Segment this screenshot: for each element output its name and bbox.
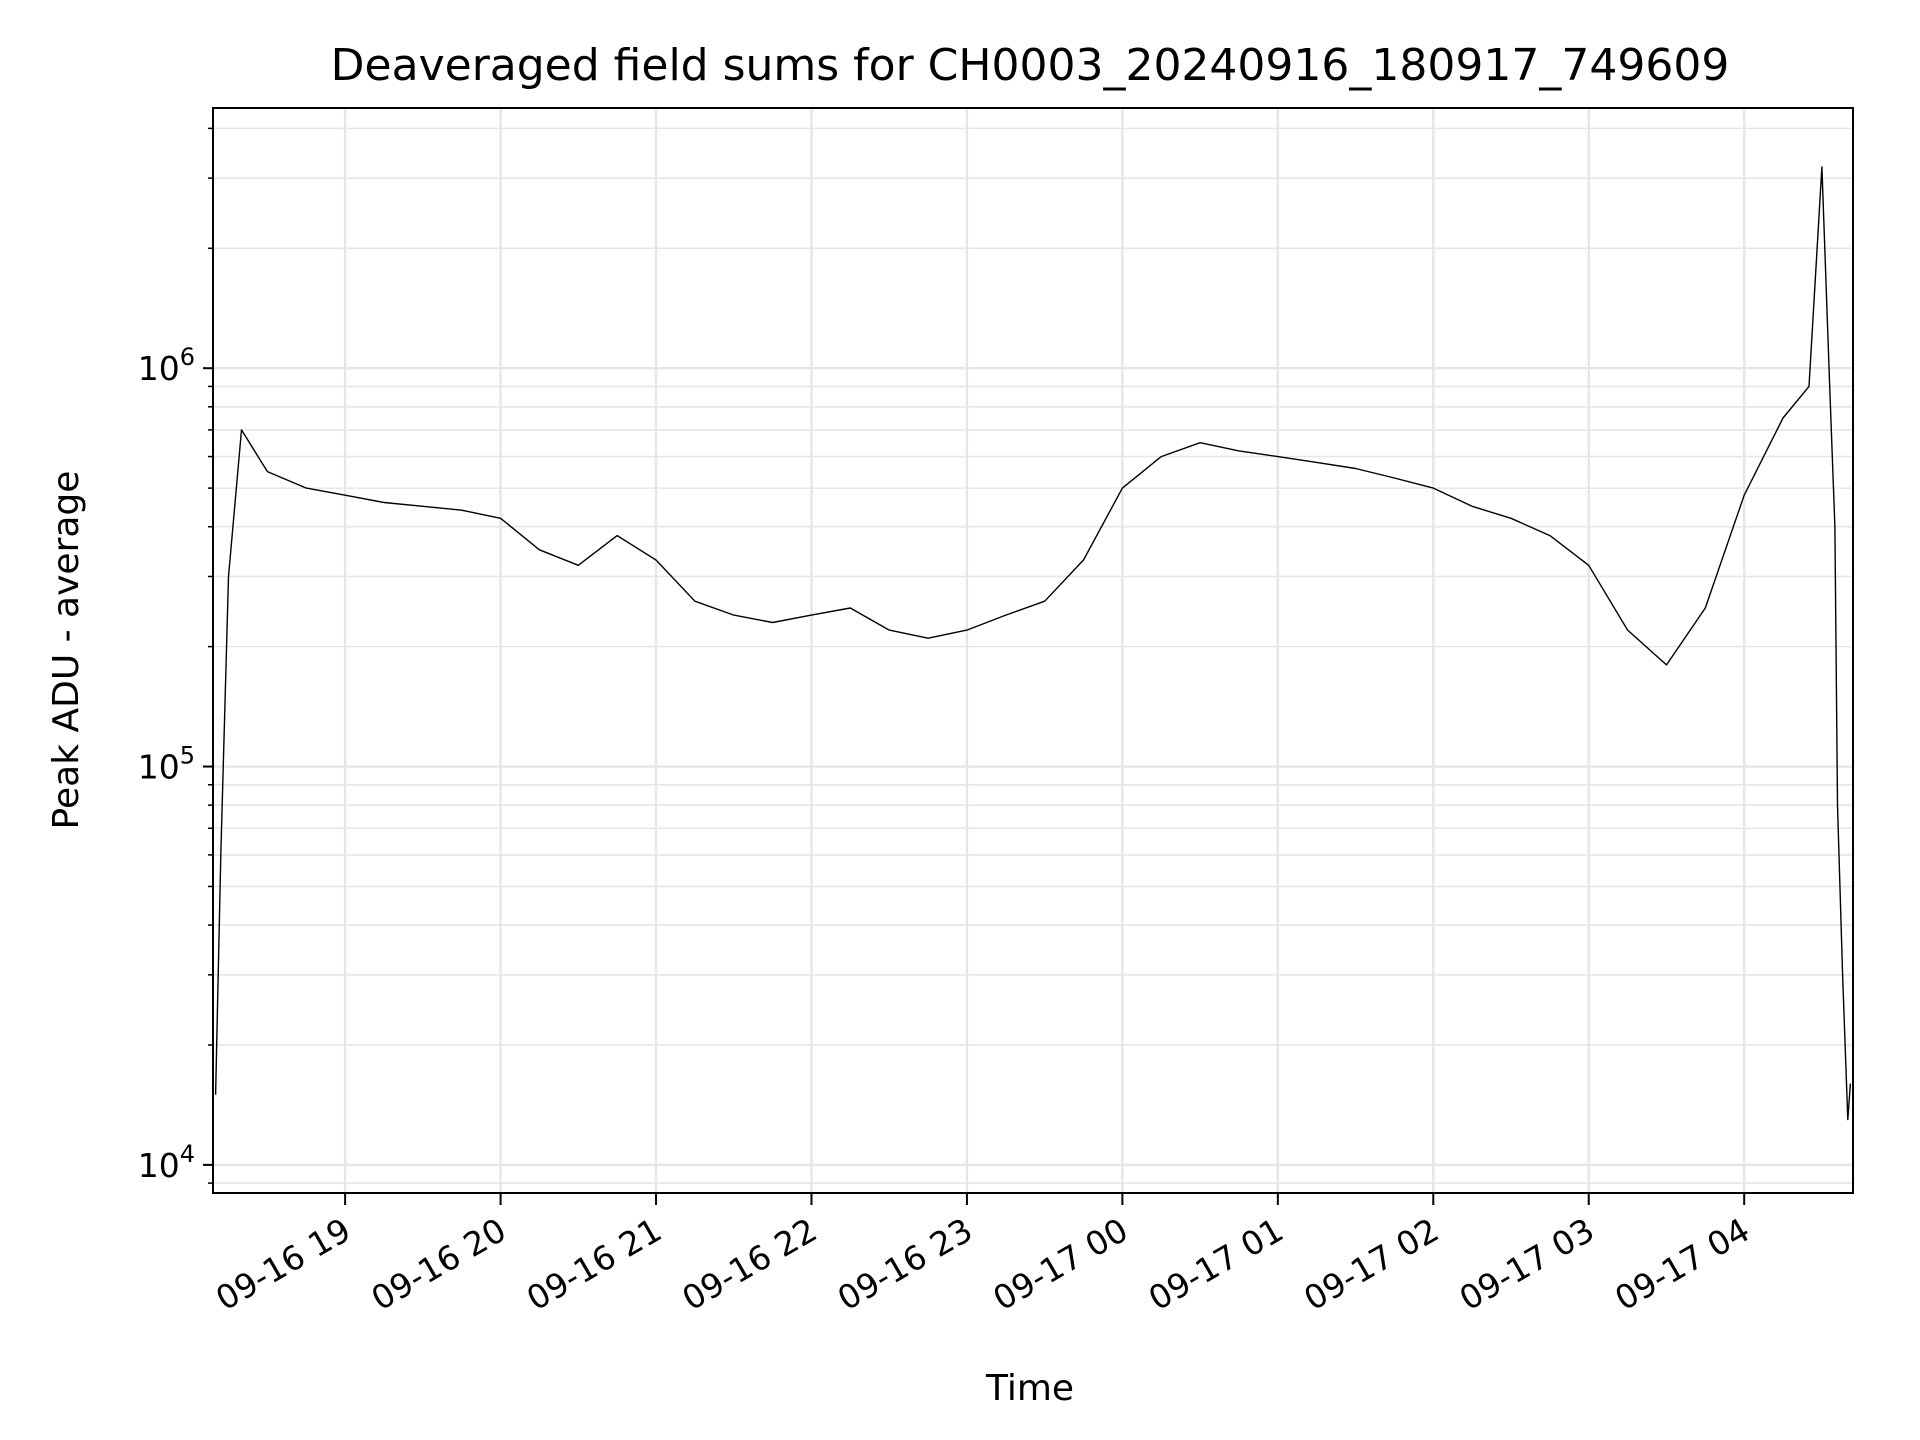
chart-title: Deaveraged field sums for CH0003_2024091… [331,40,1730,91]
axes-frame [212,107,1854,1194]
series-line [214,166,1852,1121]
plot-area [214,166,1852,1121]
y-tick-label: 106 [138,343,195,388]
grid [213,108,1853,1193]
y-tick-label: 104 [138,1140,195,1185]
x-axis-label: Time [985,1368,1074,1409]
y-axis-label: Peak ADU - average [46,471,87,830]
